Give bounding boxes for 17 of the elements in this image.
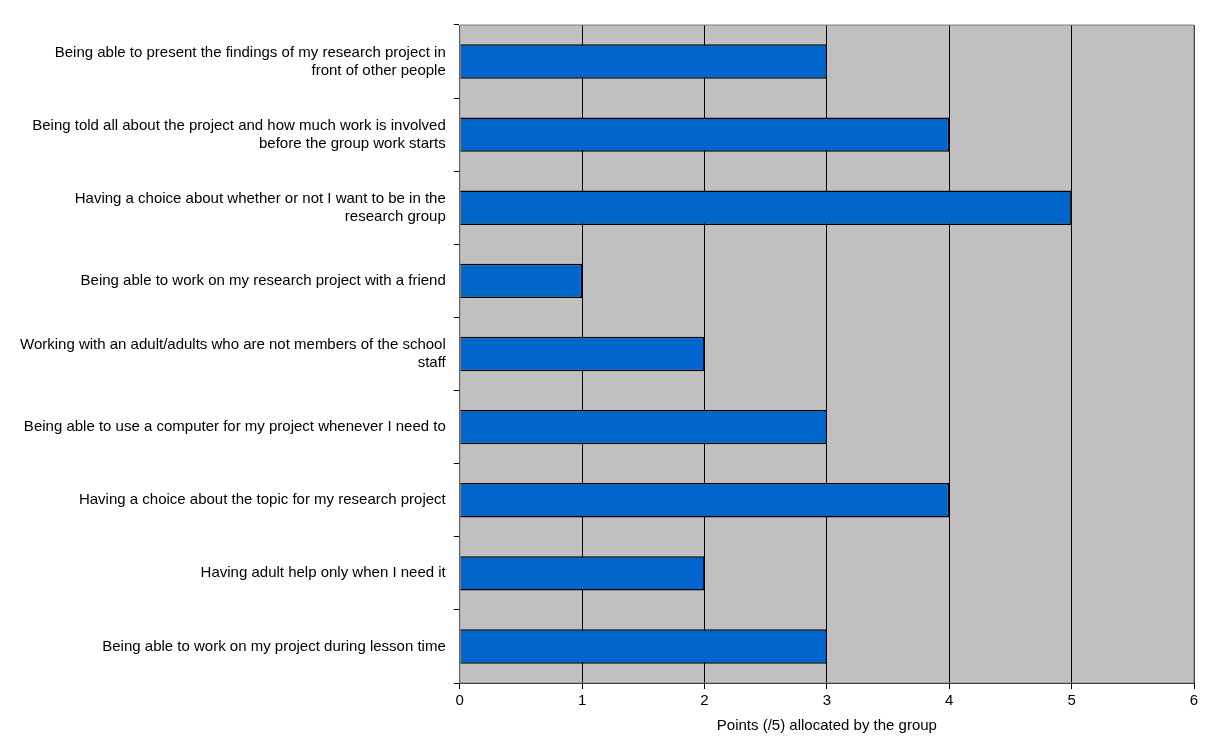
- y-tick-label: Being able to work on my research project with a friend: [80, 271, 446, 289]
- x-tick-label: 1: [577, 691, 587, 709]
- y-tick-label: Having a choice about whether or not I want to be in the research group: [74, 188, 446, 224]
- y-tick-label: Having adult help only when I need it: [200, 563, 447, 581]
- x-tick-label: 4: [945, 691, 954, 709]
- x-tick-label: 2: [700, 691, 709, 709]
- x-tick-label: 6: [1189, 691, 1199, 709]
- x-tick-label: 0: [455, 691, 464, 709]
- x-axis-title: Points (/5) allocated by the group: [716, 716, 937, 734]
- y-tick-label: Being able to work on my project during lesson time: [102, 636, 446, 654]
- y-tick-label: Having a choice about the topic for my research project: [78, 490, 447, 508]
- y-tick-label: Being able to use a computer for my project whenever I need to: [23, 417, 446, 435]
- x-tick-label: 3: [822, 691, 832, 709]
- y-tick-label: Being told all about the project and how much work is involved before the group work starts: [32, 115, 446, 151]
- y-tick-label: Being able to present the findings of my research project in front of other people: [54, 42, 446, 78]
- y-tick-label: Working with an adult/adults who are not members of the school staff: [20, 335, 447, 371]
- x-tick-label: 5: [1067, 691, 1076, 709]
